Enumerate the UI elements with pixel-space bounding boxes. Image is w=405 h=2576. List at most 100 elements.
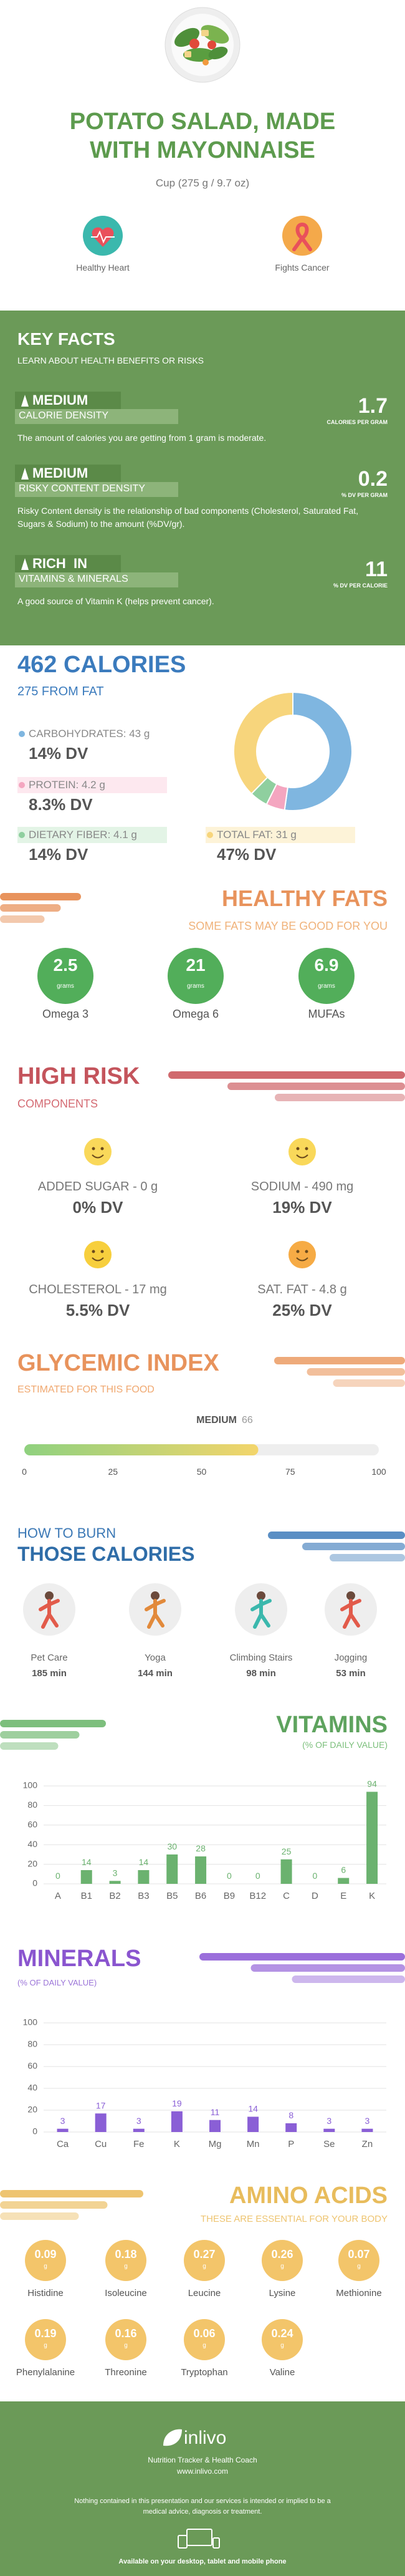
legend-label: TOTAL FAT: 31 g [217,829,297,841]
fact-value: 0.2 [358,467,388,491]
fact-level: MEDIUM [32,392,88,408]
bar [80,1870,92,1884]
name-box [15,572,178,587]
cancer-icon [282,216,322,256]
decor-stripe [0,2201,108,2209]
risk-name: ADDED SUGAR - 0 g [37,1180,158,1194]
risk-face-mouth [92,1257,104,1261]
bar [138,1870,150,1884]
bar [171,2111,183,2132]
legend-dot [19,731,25,737]
amino-value: 0.27 [193,2248,216,2260]
section-subtitle: SOME FATS MAY BE GOOD FOR YOU [188,920,388,932]
risk-dv: 5.5% DV [65,1301,130,1319]
fat-unit: grams [187,983,204,990]
legend-dv: 14% DV [29,845,88,864]
x-tick-label: Fe [133,2139,145,2149]
amino-value: 0.24 [271,2327,293,2340]
legend-label: DIETARY FIBER: 4.1 g [29,829,137,841]
legend-band [17,777,167,793]
fat-value: 6.9 [314,955,339,975]
x-tick-label: P [288,2139,294,2149]
section-title: HOW TO BURN [17,1525,117,1541]
brand-url: www.inlivo.com [176,2467,229,2476]
decor-stripe [250,1964,405,1972]
amino-circle [262,2240,303,2281]
bar-value-label: 3 [326,2116,331,2126]
fact-text: Risky Content density is the relationshi… [17,506,359,529]
amino-value: 0.09 [34,2248,57,2260]
bar-value-label: 3 [136,2116,141,2126]
bar [57,2128,69,2132]
brand-name: inlivo [184,2428,227,2448]
availability: Available on your desktop, tablet and mo… [118,2558,287,2565]
x-tick-label: B6 [195,1891,206,1901]
section-title: GLYCEMIC INDEX [17,1350,219,1376]
x-tick-label: K [369,1891,375,1901]
y-tick-label: 60 [27,2061,37,2071]
brand-logo [163,2429,182,2446]
footer-background [0,2401,405,2576]
activity-figure [39,1599,60,1629]
legend-label: PROTEIN: 4.2 g [29,779,105,791]
decor-stripe [0,904,61,912]
fact-name: VITAMINS & MINERALS [19,574,128,584]
bar-value-label: 94 [367,1778,377,1788]
bar-value-label: 14 [139,1857,149,1867]
device-icon [178,2535,188,2549]
amino-name: Histidine [27,2288,64,2299]
amino-name: Tryptophan [181,2367,228,2378]
bar-value-label: 3 [60,2116,65,2126]
x-tick-label: C [283,1891,290,1901]
amino-unit: g [44,2263,47,2270]
risk-face-eye [305,1250,308,1253]
activity-name: Climbing Stairs [229,1652,293,1663]
amino-unit: g [202,2263,206,2270]
y-tick-label: 100 [23,2017,38,2027]
legend-band [17,827,167,843]
amino-circle [105,2240,146,2281]
risk-name: CHOLESTEROL - 17 mg [29,1283,167,1296]
x-tick-label: Cu [95,2139,107,2149]
bar-value-label: 17 [96,2100,106,2110]
device-icon [212,2537,220,2549]
gi-value: 66 [242,1415,253,1425]
section-subtitle: ESTIMATED FOR THIS FOOD [17,1384,155,1395]
fat-circle [298,948,355,1004]
x-tick-label: B12 [249,1891,266,1901]
amino-unit: g [202,2342,206,2349]
amino-value: 0.18 [115,2248,137,2260]
decor-stripe [330,1554,405,1561]
y-tick-label: 20 [27,1858,37,1868]
bar [366,1792,378,1884]
y-tick-label: 60 [27,1820,37,1830]
legend-dot [207,832,213,838]
amino-circle [105,2319,146,2360]
activity-time: 144 min [138,1668,173,1679]
decor-stripe [0,2212,79,2220]
activity-figure-head [45,1591,54,1600]
fat-name: MUFAs [308,1008,345,1020]
fact-name: CALORIE DENSITY [19,410,109,421]
risk-face-eye [305,1147,308,1151]
activity-figure-head [257,1591,265,1600]
fact-value: 1.7 [358,394,388,418]
donut-segment [233,691,293,795]
decor-stripe [307,1368,405,1376]
fat-name: Omega 3 [42,1008,89,1020]
fact-level: RICH IN [32,556,87,571]
amino-unit: g [280,2263,284,2270]
x-tick-label: K [174,2139,180,2149]
section-title: KEY FACTS [17,329,115,349]
amino-value: 0.26 [271,2248,293,2260]
y-tick-label: 40 [27,1839,37,1849]
calories-subtitle: 275 FROM FAT [17,685,104,698]
disclaimer: Nothing contained in this presentation a… [74,2497,331,2516]
bar-value-label: 14 [248,2104,258,2114]
activity-figure-head [346,1591,355,1600]
bar [280,1859,292,1884]
decor-stripe [0,1731,80,1739]
x-tick-label: Zn [362,2139,373,2149]
activity-time: 53 min [336,1668,366,1679]
section-subtitle: LEARN ABOUT HEALTH BENEFITS OR RISKS [17,355,204,365]
